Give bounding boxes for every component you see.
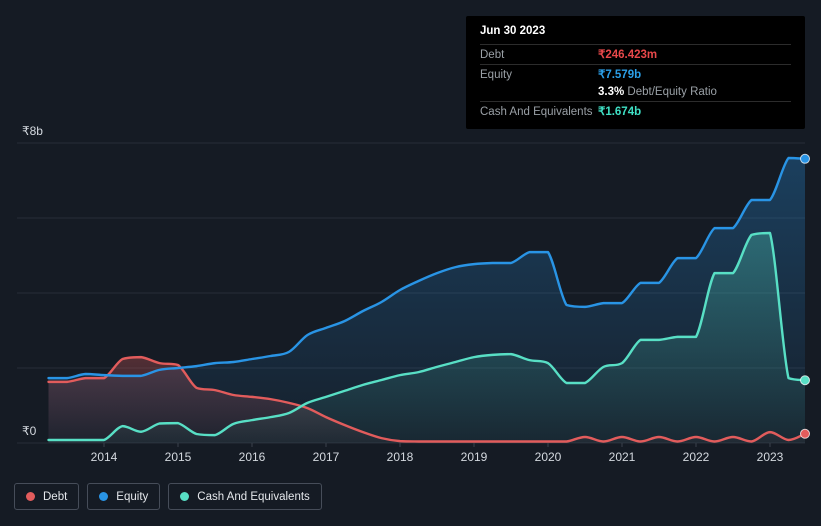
- x-axis-label: 2018: [387, 450, 414, 464]
- x-axis-label: 2023: [757, 450, 784, 464]
- chart-legend: Debt Equity Cash And Equivalents: [14, 483, 322, 510]
- x-axis-label: 2019: [461, 450, 488, 464]
- cash-and-equivalents-area: [48, 233, 805, 443]
- tooltip-debt-row: Debt ₹246.423m: [480, 44, 791, 64]
- debt-line: [47, 355, 807, 443]
- legend-item-cash[interactable]: Cash And Equivalents: [168, 483, 322, 510]
- tooltip-equity-row: Equity ₹7.579b: [480, 64, 791, 84]
- tooltip-equity-value: ₹7.579b: [598, 69, 642, 81]
- x-axis-label: 2014: [91, 450, 118, 464]
- tooltip-debt-value: ₹246.423m: [598, 49, 658, 61]
- legend-item-cash-label: Cash And Equivalents: [197, 490, 310, 503]
- cash-and-equivalents-line: [47, 231, 807, 442]
- equity-line: [47, 156, 807, 380]
- legend-item-equity-label: Equity: [116, 490, 149, 503]
- debt-dot-icon: [26, 492, 35, 501]
- x-axis-label: 2021: [609, 450, 636, 464]
- tooltip-debt-label: Debt: [480, 49, 505, 61]
- equity-end-marker[interactable]: [800, 153, 810, 164]
- tooltip-equity-label: Equity: [480, 69, 512, 81]
- debt-end-marker[interactable]: [800, 428, 810, 439]
- tooltip-cash-label: Cash And Equivalents: [480, 106, 593, 118]
- legend-item-debt-label: Debt: [43, 490, 68, 503]
- tooltip-cash-row: Cash And Equivalents ₹1.674b: [480, 101, 791, 129]
- x-axis-label: 2016: [239, 450, 266, 464]
- legend-item-debt[interactable]: Debt: [14, 483, 80, 510]
- debt-equity-history-chart[interactable]: 2014 2015 2016 2017 2018 2019 2020 2021 2022 2023…: [0, 0, 821, 478]
- equity-dot-icon: [99, 492, 109, 501]
- x-axis-label: 2017: [313, 450, 340, 464]
- x-axis-label: 2020: [535, 450, 562, 464]
- x-axis-label: 2015: [165, 450, 192, 464]
- tooltip-ratio-label: Debt/Equity Ratio: [627, 86, 717, 98]
- y-axis-label-max: ₹8b: [22, 124, 43, 138]
- cash-dot-icon: [180, 492, 190, 501]
- tooltip-ratio-row: 3.3% Debt/Equity Ratio: [480, 84, 791, 101]
- legend-item-equity[interactable]: Equity: [87, 483, 161, 510]
- tooltip-ratio-value: 3.3%: [598, 86, 625, 98]
- cash-and-equivalents-end-marker[interactable]: [800, 375, 810, 386]
- chart-tooltip: Jun 30 2023 Debt ₹246.423m Equity ₹7.579…: [466, 16, 805, 129]
- y-axis-label-zero: ₹0: [22, 424, 37, 438]
- tooltip-date: Jun 30 2023: [480, 25, 546, 37]
- tooltip-cash-value: ₹1.674b: [598, 106, 642, 118]
- x-axis-label: 2022: [683, 450, 710, 464]
